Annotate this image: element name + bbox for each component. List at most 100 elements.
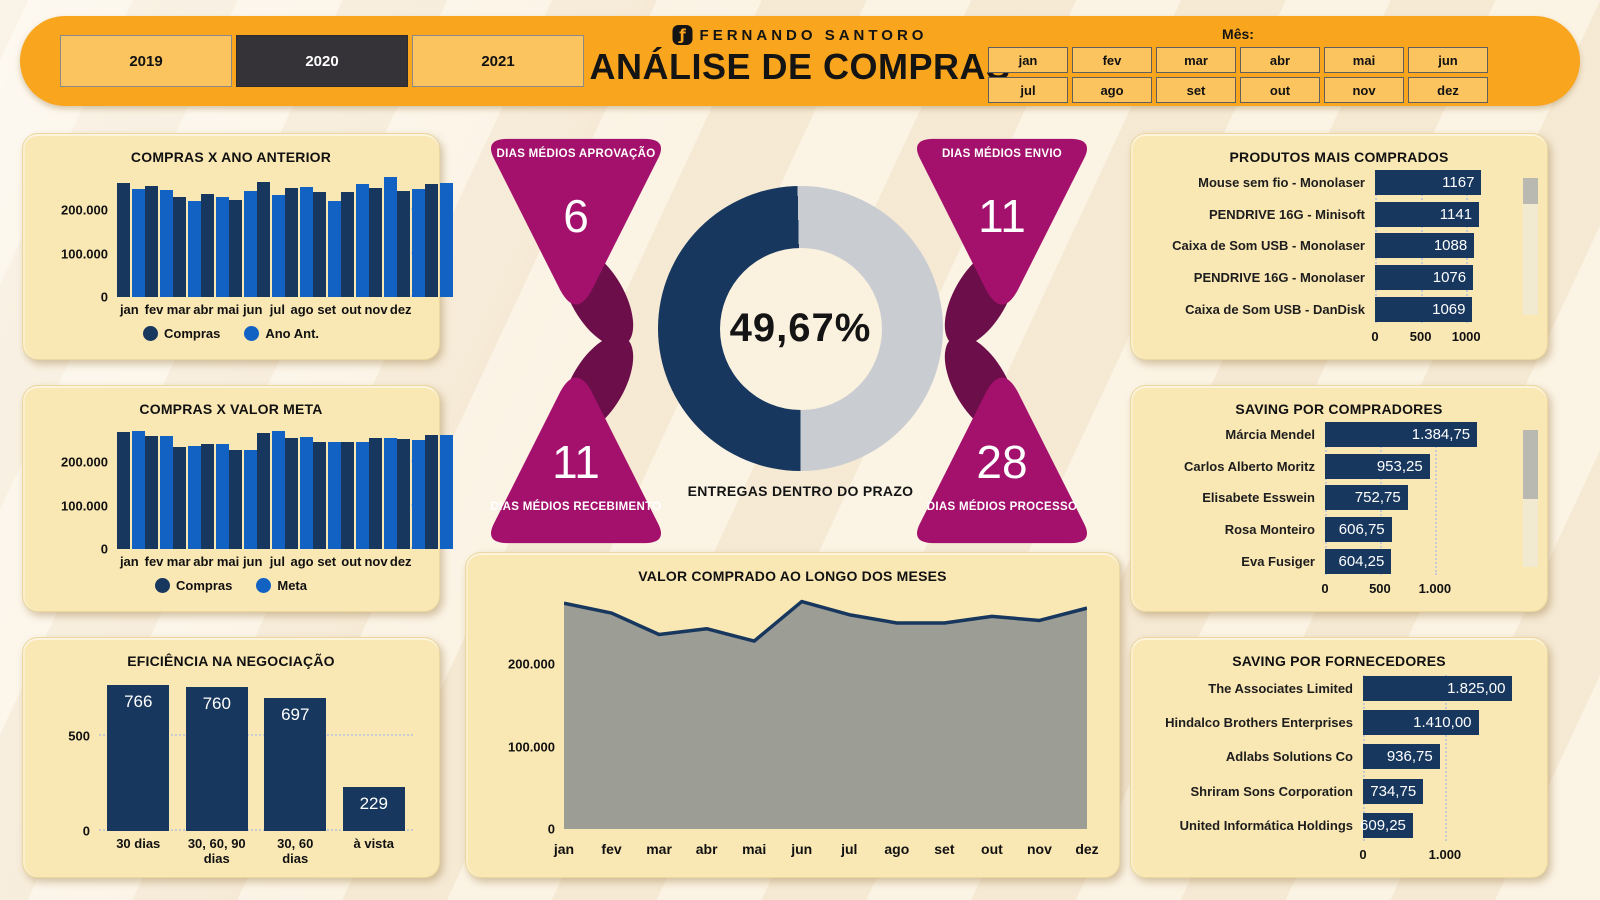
bar-compras[interactable] [313, 441, 326, 549]
bar-meta[interactable] [328, 441, 341, 549]
bar-ano-ant-[interactable] [412, 188, 425, 297]
bar-ano-ant-[interactable] [440, 183, 453, 297]
bar-hindalco-brothers-enterprises[interactable]: 1.410,00 [1363, 710, 1479, 736]
x-axis-labels: jan fev mar abr mai jun jul ago set out nov dez [117, 554, 413, 569]
bar-compras[interactable] [341, 441, 354, 549]
bar-compras[interactable] [285, 438, 298, 549]
bar-meta[interactable] [244, 450, 257, 549]
bar-compras[interactable] [145, 185, 158, 297]
scrollbar[interactable] [1523, 178, 1538, 315]
bar-compras[interactable] [229, 450, 242, 549]
bar-compras[interactable] [397, 439, 410, 549]
kpi-dias-medios-processo[interactable]: DIAS MÉDIOS PROCESSO 28 [902, 331, 1102, 551]
bar-efici-ncia[interactable]: 760 [185, 686, 248, 831]
bar-compras[interactable] [285, 188, 298, 297]
bar-compras[interactable] [397, 190, 410, 297]
bar-compras[interactable] [425, 434, 438, 549]
bar-compras[interactable] [257, 181, 270, 297]
bar-compras[interactable] [117, 182, 130, 297]
bar-compras[interactable] [369, 188, 382, 297]
bar-caixa-de-som-usb-dandisk[interactable]: 1069 [1375, 296, 1473, 322]
bar-ano-ant-[interactable] [244, 191, 257, 297]
bar-chart-eficiencia: 0 500 766 760 697 229 30 dias 30, 60, 90 dias 30… [68, 677, 413, 867]
bar-pendrive-16g-monolaser[interactable]: 1076 [1375, 265, 1474, 291]
bar-compras[interactable] [369, 437, 382, 549]
donut-chart-entregas[interactable]: 49,67% [658, 186, 943, 471]
bar-compras[interactable] [173, 446, 186, 549]
bar-compras[interactable] [201, 193, 214, 297]
bar-compras[interactable] [145, 436, 158, 549]
month-button-mai[interactable]: mai [1324, 47, 1404, 73]
bar-meta[interactable] [440, 434, 453, 549]
area-series[interactable] [564, 590, 1087, 829]
bar-ano-ant-[interactable] [216, 196, 229, 297]
bar-meta[interactable] [188, 445, 201, 549]
bar-compras[interactable] [341, 192, 354, 297]
legend-label: Meta [277, 577, 307, 593]
bar-efici-ncia[interactable]: 697 [264, 698, 327, 831]
bar-caixa-de-som-usb-monolaser[interactable]: 1088 [1375, 233, 1475, 259]
legend-item-meta: Meta [256, 577, 307, 593]
bar-ano-ant-[interactable] [300, 186, 313, 297]
kpi-dias-medios-envio[interactable]: DIAS MÉDIOS ENVIO 11 [902, 131, 1102, 351]
month-button-jun[interactable]: jun [1408, 47, 1488, 73]
bar-eva-fusiger[interactable]: 604,25 [1325, 548, 1392, 574]
bar-meta[interactable] [300, 437, 313, 549]
month-button-fev[interactable]: fev [1072, 47, 1152, 73]
month-button-mar[interactable]: mar [1156, 47, 1236, 73]
bar-ano-ant-[interactable] [272, 194, 285, 297]
bar-compras[interactable] [173, 196, 186, 297]
kpi-dias-medios-recebimento[interactable]: DIAS MÉDIOS RECEBIMENTO 11 [476, 331, 676, 551]
bar-meta[interactable] [384, 437, 397, 549]
bar-meta[interactable] [356, 441, 369, 549]
bar-rosa-monteiro[interactable]: 606,75 [1325, 517, 1392, 543]
scrollbar-thumb[interactable] [1523, 430, 1538, 499]
month-button-jan[interactable]: jan [988, 47, 1068, 73]
bar-pendrive-16g-minisoft[interactable]: 1141 [1375, 201, 1480, 227]
bar-ano-ant-[interactable] [328, 201, 341, 297]
bar-compras[interactable] [425, 184, 438, 297]
bar-meta[interactable] [216, 443, 229, 549]
month-button-set[interactable]: set [1156, 77, 1236, 103]
month-button-out[interactable]: out [1240, 77, 1320, 103]
y-axis-label: 200.000 [508, 656, 555, 672]
year-2021-button[interactable]: 2021 [412, 35, 584, 87]
bar-compras[interactable] [257, 432, 270, 549]
bar-meta[interactable] [160, 435, 173, 549]
legend-item-compras: Compras [155, 577, 232, 593]
kpi-dias-medios-aprovacao[interactable]: DIAS MÉDIOS APROVAÇÃO 6 [476, 131, 676, 351]
bar-compras[interactable] [117, 431, 130, 549]
bar-meta[interactable] [412, 440, 425, 549]
bar-adlabs-solutions-co[interactable]: 936,75 [1363, 744, 1440, 770]
bar-meta[interactable] [272, 431, 285, 549]
bar-meta[interactable] [132, 430, 145, 549]
bar-carlos-alberto-moritz[interactable]: 953,25 [1325, 453, 1430, 479]
year-2020-button[interactable]: 2020 [236, 35, 408, 87]
bar-shriram-sons-corporation[interactable]: 734,75 [1363, 778, 1424, 804]
bar-efici-ncia[interactable]: 766 [107, 685, 170, 831]
bar-ano-ant-[interactable] [384, 177, 397, 297]
bar-ano-ant-[interactable] [188, 201, 201, 297]
bar-elisabete-esswein[interactable]: 752,75 [1325, 485, 1408, 511]
bar-ano-ant-[interactable] [132, 189, 145, 297]
month-button-jul[interactable]: jul [988, 77, 1068, 103]
chart-title: PRODUTOS MAIS COMPRADOS [1229, 149, 1449, 165]
bar-compras[interactable] [313, 192, 326, 297]
bar-m-rcia-mendel[interactable]: 1.384,75 [1325, 422, 1478, 448]
month-button-nov[interactable]: nov [1324, 77, 1404, 103]
scrollbar[interactable] [1523, 430, 1538, 567]
bar-the-associates-limited[interactable]: 1.825,00 [1363, 675, 1513, 701]
bar-united-inform-tica-holdings[interactable]: 609,25 [1360, 813, 1413, 839]
scrollbar-thumb[interactable] [1523, 178, 1538, 205]
bar-mouse-sem-fio-monolaser[interactable]: 1167 [1375, 170, 1482, 196]
bar-ano-ant-[interactable] [160, 190, 173, 297]
bar-ano-ant-[interactable] [356, 183, 369, 297]
year-2019-button[interactable]: 2019 [60, 35, 232, 87]
bar-compras[interactable] [201, 444, 214, 549]
month-button-dez[interactable]: dez [1408, 77, 1488, 103]
month-button-abr[interactable]: abr [1240, 47, 1320, 73]
bar-efici-ncia[interactable]: 229 [342, 787, 405, 831]
x-axis-label: fev [144, 554, 164, 569]
month-button-ago[interactable]: ago [1072, 77, 1152, 103]
bar-compras[interactable] [229, 199, 242, 297]
